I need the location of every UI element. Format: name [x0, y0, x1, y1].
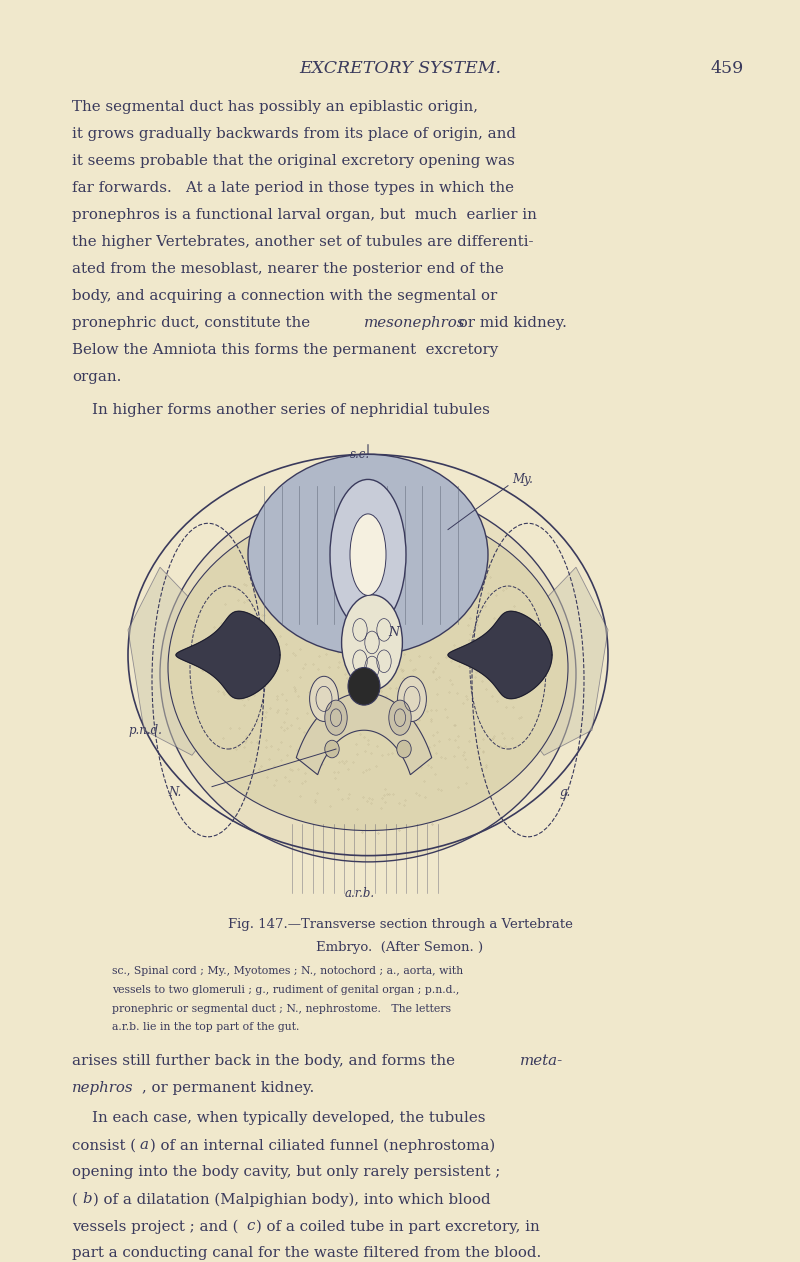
Text: it seems probable that the original excretory opening was: it seems probable that the original excr…	[72, 154, 514, 168]
Text: consist (: consist (	[72, 1138, 136, 1152]
Circle shape	[310, 676, 338, 722]
Text: N.: N.	[168, 786, 182, 799]
Text: 459: 459	[710, 61, 744, 77]
Text: body, and acquiring a connection with the segmental or: body, and acquiring a connection with th…	[72, 289, 498, 303]
Text: ) of a dilatation (Malpighian body), into which blood: ) of a dilatation (Malpighian body), int…	[93, 1193, 490, 1206]
Text: a: a	[140, 1138, 149, 1152]
Text: vessels to two glomeruli ; g., rudiment of genital organ ; p.n.d.,: vessels to two glomeruli ; g., rudiment …	[112, 984, 459, 994]
Text: N: N	[388, 626, 399, 639]
Text: Below the Amniota this forms the permanent  excretory: Below the Amniota this forms the permane…	[72, 343, 498, 357]
Text: or mid kidney.: or mid kidney.	[454, 316, 567, 331]
Text: a.r.b.: a.r.b.	[345, 887, 375, 900]
Circle shape	[398, 676, 426, 722]
Text: meta-: meta-	[520, 1054, 563, 1068]
Polygon shape	[496, 567, 608, 755]
Text: organ.: organ.	[72, 370, 122, 384]
Text: s.c.: s.c.	[350, 448, 370, 461]
Ellipse shape	[248, 454, 488, 655]
Text: pronephros is a functional larval organ, but  much  earlier in: pronephros is a functional larval organ,…	[72, 208, 537, 222]
Ellipse shape	[350, 514, 386, 596]
Ellipse shape	[330, 480, 406, 630]
Text: ) of a coiled tube in part excretory, in: ) of a coiled tube in part excretory, in	[256, 1219, 540, 1234]
Text: The segmental duct has possibly an epiblastic origin,: The segmental duct has possibly an epibl…	[72, 100, 478, 115]
Ellipse shape	[325, 741, 339, 757]
Polygon shape	[448, 611, 552, 699]
Text: a.r.b. lie in the top part of the gut.: a.r.b. lie in the top part of the gut.	[112, 1022, 299, 1032]
Circle shape	[389, 700, 411, 736]
Text: In higher forms another series of nephridial tubules: In higher forms another series of nephri…	[92, 403, 490, 418]
Text: sc., Spinal cord ; My., Myotomes ; N., notochord ; a., aorta, with: sc., Spinal cord ; My., Myotomes ; N., n…	[112, 965, 463, 976]
Text: mesonephros: mesonephros	[364, 316, 466, 331]
Text: vessels project ; and (: vessels project ; and (	[72, 1219, 238, 1234]
Text: EXCRETORY SYSTEM.: EXCRETORY SYSTEM.	[299, 61, 501, 77]
Text: arises still further back in the body, and forms the: arises still further back in the body, a…	[72, 1054, 460, 1068]
Circle shape	[342, 594, 402, 690]
Text: it grows gradually backwards from its place of origin, and: it grows gradually backwards from its pl…	[72, 127, 516, 141]
Text: the higher Vertebrates, another set of tubules are differenti-: the higher Vertebrates, another set of t…	[72, 235, 534, 249]
Text: ated from the mesoblast, nearer the posterior end of the: ated from the mesoblast, nearer the post…	[72, 262, 504, 276]
Polygon shape	[176, 611, 280, 699]
Text: c: c	[246, 1219, 254, 1233]
Text: Embryo.  (After Semon. ): Embryo. (After Semon. )	[317, 941, 483, 954]
Text: , or permanent kidney.: , or permanent kidney.	[142, 1080, 314, 1094]
Polygon shape	[128, 567, 240, 755]
Ellipse shape	[168, 505, 568, 830]
Text: p.n.d.: p.n.d.	[128, 723, 162, 737]
Text: part a conducting canal for the waste filtered from the blood.: part a conducting canal for the waste fi…	[72, 1247, 542, 1261]
Ellipse shape	[348, 668, 380, 705]
Text: far forwards.   At a late period in those types in which the: far forwards. At a late period in those …	[72, 182, 514, 196]
Text: b: b	[82, 1193, 92, 1206]
Text: In each case, when typically developed, the tubules: In each case, when typically developed, …	[92, 1112, 486, 1126]
Text: My.: My.	[512, 473, 533, 486]
Text: pronephric or segmental duct ; N., nephrostome.   The letters: pronephric or segmental duct ; N., nephr…	[112, 1003, 451, 1013]
Text: nephros: nephros	[72, 1080, 134, 1094]
Ellipse shape	[160, 486, 576, 862]
Ellipse shape	[397, 741, 411, 757]
Text: (: (	[72, 1193, 78, 1206]
Text: Fig. 147.—Transverse section through a Vertebrate: Fig. 147.—Transverse section through a V…	[227, 919, 573, 931]
Text: ) of an internal ciliated funnel (nephrostoma): ) of an internal ciliated funnel (nephro…	[150, 1138, 495, 1152]
Text: g.: g.	[560, 786, 571, 799]
Circle shape	[325, 700, 347, 736]
Text: opening into the body cavity, but only rarely persistent ;: opening into the body cavity, but only r…	[72, 1165, 500, 1180]
Polygon shape	[296, 693, 432, 775]
Text: pronephric duct, constitute the: pronephric duct, constitute the	[72, 316, 315, 331]
